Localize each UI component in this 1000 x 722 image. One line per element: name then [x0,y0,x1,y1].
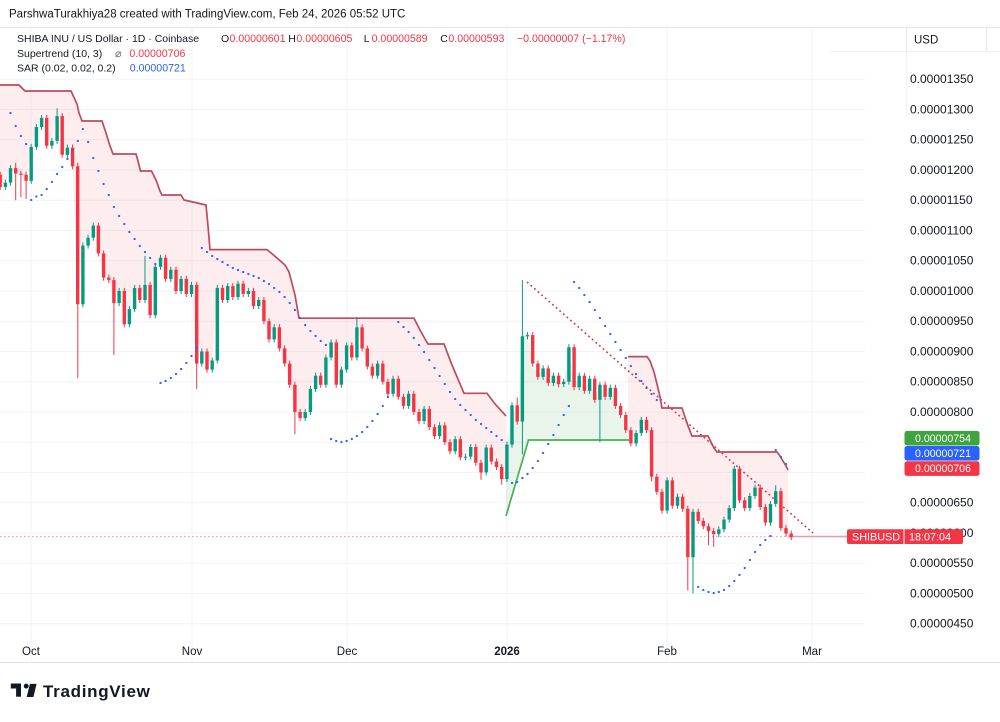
svg-text:0.00000601: 0.00000601 [230,33,286,45]
svg-text:Oct: Oct [22,646,41,658]
svg-text:Mar: Mar [802,646,822,658]
svg-text:0.00000593: 0.00000593 [448,33,504,45]
svg-text:SAR (0.02, 0.02, 0.2): SAR (0.02, 0.02, 0.2) [17,62,116,74]
svg-text:USD: USD [914,35,938,47]
svg-text:2026: 2026 [494,646,520,658]
svg-text:0.00000721: 0.00000721 [915,448,971,460]
svg-text:0.00000706: 0.00000706 [129,48,185,60]
svg-text:0.00001100: 0.00001100 [910,224,973,238]
svg-text:0.00000605: 0.00000605 [296,33,352,45]
svg-text:0.00000450: 0.00000450 [910,617,974,631]
svg-text:⌀: ⌀ [115,48,122,60]
svg-text:L: L [364,33,370,45]
svg-text:0.00000550: 0.00000550 [910,556,974,570]
svg-text:TradingView: TradingView [43,682,151,701]
svg-text:0.00001000: 0.00001000 [910,284,974,298]
svg-text:0.00001350: 0.00001350 [910,72,974,86]
svg-text:Dec: Dec [337,646,358,658]
svg-text:Supertrend (10, 3): Supertrend (10, 3) [17,48,102,60]
svg-text:0.00000706: 0.00000706 [915,463,971,475]
svg-text:O: O [221,33,229,45]
svg-text:0.00000850: 0.00000850 [910,375,974,389]
svg-text:0.00001200: 0.00001200 [910,163,974,177]
svg-text:0.00000800: 0.00000800 [910,405,974,419]
svg-text:18:07:04: 18:07:04 [909,531,951,543]
svg-text:0.00000500: 0.00000500 [910,587,974,601]
svg-text:Feb: Feb [657,646,677,658]
svg-text:0.00001250: 0.00001250 [910,133,974,147]
svg-text:0.00000589: 0.00000589 [372,33,428,45]
svg-text:0.00000650: 0.00000650 [910,496,974,510]
svg-text:0.00000754: 0.00000754 [915,433,971,445]
svg-text:0.00001050: 0.00001050 [910,254,974,268]
svg-text:ParshwaTurakhiya28 created wit: ParshwaTurakhiya28 created with TradingV… [9,8,405,20]
svg-text:0.00000721: 0.00000721 [130,62,186,74]
svg-text:SHIBA INU / US Dollar · 1D · C: SHIBA INU / US Dollar · 1D · Coinbase [17,33,199,45]
svg-text:0.00001150: 0.00001150 [910,193,973,207]
svg-text:Nov: Nov [182,646,203,658]
svg-text:C: C [440,33,448,45]
svg-text:0.00000950: 0.00000950 [910,314,974,328]
svg-text:−0.00000007 (−1.17%): −0.00000007 (−1.17%) [517,33,625,45]
svg-text:0.00000900: 0.00000900 [910,345,974,359]
svg-text:0.00001300: 0.00001300 [910,103,974,117]
svg-text:H: H [288,33,296,45]
svg-text:SHIBUSD: SHIBUSD [852,531,900,543]
